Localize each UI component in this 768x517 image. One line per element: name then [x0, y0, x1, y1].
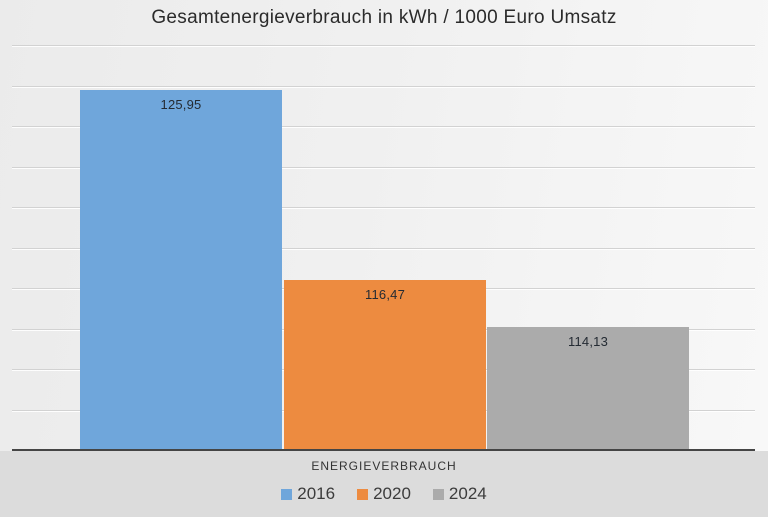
legend: 2016 2020 2024 — [0, 484, 768, 504]
legend-item-2016: 2016 — [281, 484, 335, 504]
gridline — [12, 85, 755, 87]
bar-value-label: 116,47 — [365, 287, 405, 303]
bar-2020: 116,47 — [284, 280, 486, 450]
legend-label: 2016 — [297, 484, 336, 503]
plot-background: Gesamtenergieverbrauch in kWh / 1000 Eur… — [0, 0, 768, 451]
legend-swatch — [281, 488, 293, 500]
gridline — [12, 207, 755, 208]
x-axis-line — [12, 449, 755, 451]
chart-title: Gesamtenergieverbrauch in kWh / 1000 Eur… — [151, 7, 617, 28]
x-axis-label: ENERGIEVERBRAUCH — [311, 459, 457, 473]
legend-swatch — [357, 488, 369, 500]
plot-area: 125,95 116,47 114,13 — [0, 45, 768, 451]
legend-swatch — [432, 488, 444, 500]
bar-value-label: 125,95 — [160, 97, 202, 113]
gridline — [12, 247, 755, 249]
legend-item-2020: 2020 — [357, 484, 411, 504]
gridline — [12, 126, 755, 127]
legend-label: 2020 — [373, 484, 411, 503]
legend-label: 2024 — [448, 484, 487, 503]
legend-item-2024: 2024 — [432, 484, 487, 504]
bar-2024: 114,13 — [487, 327, 689, 450]
bar-2016: 125,95 — [80, 90, 282, 450]
gridline — [12, 45, 755, 46]
bar-value-label: 114,13 — [568, 334, 608, 350]
gridline — [12, 166, 755, 168]
